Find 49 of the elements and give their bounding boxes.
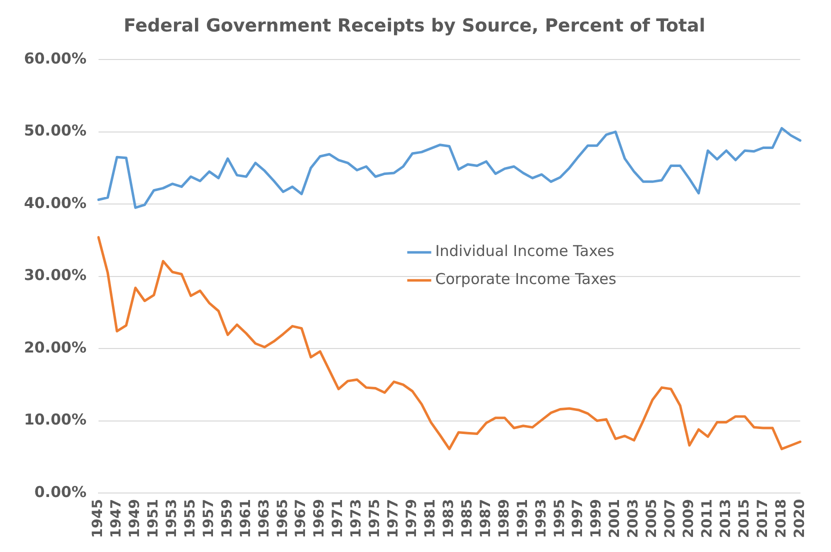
x-tick-label: 1987 xyxy=(478,499,494,538)
x-tick-label: 1961 xyxy=(238,499,254,538)
x-tick-label: 2003 xyxy=(626,499,642,538)
x-tick-label: 1957 xyxy=(200,499,217,538)
x-tick-label: 1967 xyxy=(293,499,310,538)
x-tick-label: 1999 xyxy=(588,499,605,538)
x-tick-label: 1959 xyxy=(219,499,236,538)
x-tick-label: 1977 xyxy=(386,499,402,538)
y-tick-label: 30.00% xyxy=(24,266,86,284)
x-tick-label: 1947 xyxy=(108,499,125,538)
x-tick-label: 2013 xyxy=(718,499,734,538)
x-tick-label: 1953 xyxy=(164,499,180,538)
y-tick-label: 60.00% xyxy=(24,49,86,68)
x-tick-label: 1995 xyxy=(552,499,568,538)
y-tick-label: 10.00% xyxy=(24,410,86,429)
x-tick-label: 2015 xyxy=(736,499,752,538)
y-tick-label: 0.00% xyxy=(34,482,86,501)
x-tick-label: 1971 xyxy=(330,499,346,538)
x-tick-label: 1951 xyxy=(146,499,162,538)
y-tick-label: 40.00% xyxy=(24,194,86,212)
x-tick-label: 1989 xyxy=(496,499,512,538)
x-tick-label: 1963 xyxy=(256,499,272,538)
x-tick-label: 2005 xyxy=(644,499,660,538)
legend-label: Corporate Income Taxes xyxy=(435,270,616,288)
x-tick-label: 1979 xyxy=(404,499,420,538)
x-tick-label: 2017 xyxy=(754,499,771,538)
x-tick-label: 2009 xyxy=(681,499,698,538)
x-tick-label: 1985 xyxy=(459,499,476,538)
x-tick-label: 1991 xyxy=(514,499,531,538)
x-tick-label: 1993 xyxy=(533,499,550,538)
x-tick-label: 1981 xyxy=(422,499,439,538)
x-tick-label: 1983 xyxy=(440,499,457,538)
x-tick-label: 2011 xyxy=(700,499,716,538)
x-tick-label: 2018 xyxy=(773,499,790,538)
x-tick-label: 2001 xyxy=(607,499,624,538)
x-tick-label: 2020 xyxy=(792,498,808,538)
x-tick-label: 1955 xyxy=(182,499,198,538)
legend-label: Individual Income Taxes xyxy=(435,242,615,260)
x-tick-label: 2007 xyxy=(662,499,679,538)
x-tick-label: 1969 xyxy=(312,499,328,538)
x-tick-label: 1945 xyxy=(90,499,106,538)
x-tick-label: 1997 xyxy=(570,499,586,538)
x-tick-label: 1949 xyxy=(127,499,144,538)
x-tick-label: 1973 xyxy=(348,499,365,538)
y-tick-label: 20.00% xyxy=(24,338,86,356)
x-tick-label: 1975 xyxy=(367,499,384,538)
x-tick-label: 1965 xyxy=(274,499,291,538)
y-tick-label: 50.00% xyxy=(24,122,86,140)
chart-title: Federal Government Receipts by Source, Percent of Total xyxy=(124,15,706,36)
